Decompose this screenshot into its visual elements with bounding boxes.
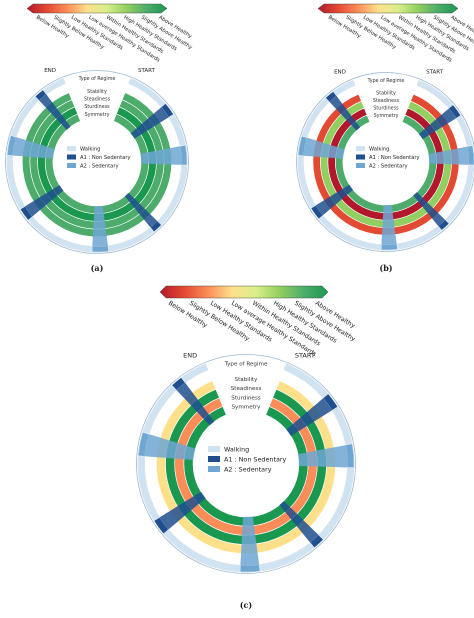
legend-label: A1 : Non Sedentary [80, 155, 131, 161]
regime-band-non_sedentary [286, 398, 333, 436]
panel-caption: (c) [240, 600, 253, 610]
end-label: END [44, 68, 56, 74]
ring-label: Sturdiness [231, 395, 260, 401]
colour-scale-bar [159, 285, 329, 299]
ring-label: Steadiness [373, 98, 400, 104]
ring-label: Steadiness [84, 96, 111, 102]
regime-band-non_sedentary [130, 107, 169, 139]
regime-band-non_sedentary [176, 382, 215, 426]
legend-label: A2 : Sedentary [369, 164, 408, 170]
legend-label: A2 : Sedentary [80, 164, 119, 170]
start-label: START [295, 352, 315, 360]
ring-label: Symmetry [85, 112, 110, 118]
regime-band-sedentary [428, 146, 469, 165]
regime-segment-walking [42, 78, 66, 95]
legend-label: A2 : Sedentary [224, 466, 272, 474]
ring-label: Stability [376, 90, 396, 96]
regime-band-sedentary [303, 137, 345, 159]
end-label: END [334, 70, 346, 76]
legend-label: A1 : Non Sedentary [369, 155, 420, 161]
regime-band-non_sedentary [418, 108, 457, 140]
legend-swatch [67, 163, 76, 168]
regime-band-non_sedentary [315, 184, 354, 216]
parameter-ring-3 [183, 406, 309, 527]
legend-swatch [208, 466, 220, 472]
panel-caption: (b) [379, 263, 392, 273]
regime-band-non_sedentary [25, 185, 64, 217]
regime-band-non_sedentary [39, 94, 71, 130]
legend-swatch [67, 146, 76, 151]
ring-label: Steadiness [231, 386, 262, 392]
end-label: END [183, 352, 197, 360]
panel-caption: (a) [91, 263, 104, 273]
parameter-ring-3 [44, 113, 150, 215]
legend-swatch [208, 456, 220, 462]
legend-swatch [208, 446, 220, 452]
ring-label: Symmetry [374, 113, 399, 119]
ring-label: Sturdiness [84, 104, 110, 110]
ring-label: Type of Regime [367, 78, 405, 84]
ring-label: Type of Regime [78, 76, 116, 82]
start-label: START [138, 68, 156, 74]
ring-label: Symmetry [231, 404, 261, 410]
legend-label: A1 : Non Sedentary [224, 456, 287, 464]
colour-scale-bar [26, 3, 168, 14]
regime-segment-walking [181, 363, 209, 383]
start-label: START [426, 70, 444, 76]
regime-band-sedentary [92, 205, 108, 247]
ring-label: Stability [87, 89, 107, 95]
ring-label: Stability [235, 377, 259, 383]
ring-label: Sturdiness [373, 105, 399, 111]
legend-swatch [356, 163, 365, 168]
regime-band-non_sedentary [124, 192, 158, 228]
regime-band-sedentary [140, 146, 182, 165]
regime-band-non_sedentary [413, 192, 446, 227]
regime-band-non_sedentary [159, 491, 206, 530]
regime-band-non_sedentary [329, 95, 361, 131]
colour-scale-bar [317, 3, 459, 14]
regime-segment-sedentary [91, 245, 109, 253]
legend-label: Walking [80, 147, 100, 153]
legend-label: Walking [369, 147, 389, 153]
regime-segment-sedentary [380, 243, 398, 251]
regime-band-non_sedentary [279, 501, 319, 543]
legend-label: Walking [224, 446, 249, 454]
regime-band-sedentary [381, 204, 397, 245]
regime-segment-walking [333, 80, 356, 97]
legend-swatch [356, 154, 365, 160]
regime-band-sedentary [240, 516, 260, 566]
regime-segment-sedentary [239, 564, 261, 573]
parameter-ring-3 [335, 114, 437, 213]
outer-outline [5, 70, 189, 254]
ring-label: Type of Regime [224, 362, 268, 368]
legend-swatch [356, 146, 365, 151]
regime-band-sedentary [297, 445, 348, 468]
outer-outline [136, 354, 356, 574]
legend-swatch [67, 154, 76, 160]
outer-outline [296, 72, 474, 252]
regime-band-sedentary [144, 434, 196, 460]
regime-segment-walking [331, 406, 353, 446]
regime-band-sedentary [12, 137, 55, 159]
